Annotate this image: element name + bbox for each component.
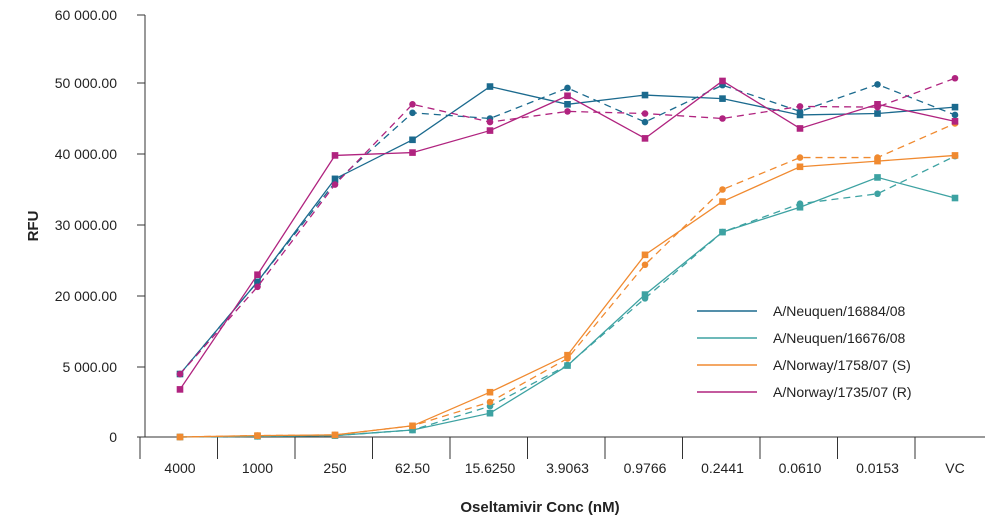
data-point-square (564, 92, 571, 100)
y-tick-label: 50 000.00 (55, 75, 117, 91)
data-point-circle (564, 108, 571, 115)
data-point-square (951, 103, 959, 111)
data-point-square (796, 203, 804, 211)
data-point-circle (874, 81, 881, 88)
legend-item: A/Norway/1735/07 (R) (697, 384, 912, 400)
data-point-square (719, 77, 726, 85)
legend-item: A/Norway/1758/07 (S) (697, 357, 911, 373)
data-point-circle (641, 118, 649, 126)
data-point-circle (409, 109, 416, 117)
y-tick-label: 0 (109, 429, 117, 445)
series-dashed-line (179, 83, 956, 375)
series (176, 120, 959, 441)
x-tick-label: 62.50 (395, 460, 430, 476)
y-tick-label: 20 000.00 (55, 288, 117, 304)
x-tick-label: 3.9063 (546, 460, 589, 476)
data-point-square (719, 228, 726, 236)
series-group (176, 74, 959, 441)
data-point-square (796, 163, 804, 171)
legend-item: A/Neuquen/16676/08 (697, 330, 906, 346)
data-point-square (486, 127, 494, 134)
data-point-square (486, 388, 494, 396)
data-point-square (564, 101, 571, 108)
data-point-square (486, 83, 494, 90)
data-point-square (409, 426, 416, 434)
data-point-square (796, 125, 804, 132)
data-point-circle (641, 261, 649, 269)
data-point-square (951, 118, 959, 125)
legend-label: A/Neuquen/16676/08 (773, 330, 906, 346)
data-point-square (874, 157, 881, 165)
data-point-circle (874, 190, 881, 198)
data-point-square (176, 433, 184, 441)
y-tick-label: 40 000.00 (55, 146, 117, 162)
axes (144, 15, 985, 438)
legend-label: A/Norway/1735/07 (R) (773, 384, 912, 400)
x-tick-label: VC (945, 460, 964, 476)
data-point-circle (564, 84, 571, 92)
y-tick-label: 60 000.00 (55, 7, 117, 23)
data-point-square (641, 91, 649, 99)
legend: A/Neuquen/16884/08 A/Neuquen/16676/08 A/No… (697, 303, 912, 400)
data-point-circle (486, 398, 494, 406)
data-point-square (409, 422, 416, 430)
data-point-square (719, 198, 726, 205)
x-tick-label: 15.6250 (465, 460, 516, 476)
data-point-circle (176, 370, 184, 378)
x-axis-title: Oseltamivir Conc (nM) (460, 499, 619, 516)
x-tick-label: 4000 (164, 460, 195, 476)
data-point-square (641, 135, 649, 142)
x-tick-label: 1000 (242, 460, 273, 476)
x-ticks: 4000 1000 250 62.50 15.6250 3.9063 0.9766 0.244… (139, 437, 965, 476)
data-point-circle (951, 74, 959, 82)
data-point-circle (719, 186, 726, 193)
data-point-circle (796, 103, 804, 110)
data-point-square (564, 351, 571, 359)
data-point-square (641, 251, 649, 259)
y-tick-label: 5 000.00 (63, 359, 118, 375)
legend-label: A/Norway/1758/07 (S) (773, 357, 911, 373)
data-point-circle (796, 154, 804, 161)
series-dashed-line (179, 77, 956, 375)
data-point-square (254, 271, 261, 278)
data-point-square (486, 409, 494, 417)
data-point-square (874, 101, 881, 108)
data-point-square (409, 149, 416, 156)
data-point-circle (254, 283, 261, 291)
data-point-square (951, 152, 959, 159)
x-tick-label: 250 (323, 460, 347, 476)
data-point-circle (719, 115, 726, 122)
data-point-square (254, 278, 261, 286)
data-point-circle (951, 111, 959, 119)
data-point-square (331, 431, 339, 439)
data-point-square (254, 432, 261, 439)
data-point-circle (409, 101, 416, 108)
data-point-square (719, 95, 726, 102)
data-point-square (176, 386, 184, 393)
data-point-circle (641, 110, 649, 117)
data-point-square (874, 110, 881, 117)
data-point-circle (486, 118, 494, 126)
x-tick-label: 0.0610 (779, 460, 822, 476)
data-point-square (951, 194, 959, 202)
data-point-square (796, 111, 804, 119)
x-tick-label: 0.9766 (624, 460, 667, 476)
data-point-circle (331, 181, 339, 188)
legend-item: A/Neuquen/16884/08 (697, 303, 906, 319)
y-axis-title: RFU (25, 211, 42, 242)
data-point-square (874, 174, 881, 181)
x-tick-label: 0.0153 (856, 460, 899, 476)
data-point-square (409, 136, 416, 144)
y-ticks: 0 5 000.00 20 000.00 30 000.00 40 000.00 50 0… (55, 7, 145, 445)
data-point-square (564, 362, 571, 369)
data-point-square (641, 291, 649, 298)
series (176, 74, 959, 393)
legend-label: A/Neuquen/16884/08 (773, 303, 906, 319)
data-point-square (331, 175, 339, 183)
data-point-square (331, 152, 339, 159)
y-tick-label: 30 000.00 (55, 217, 117, 233)
x-tick-label: 0.2441 (701, 460, 744, 476)
